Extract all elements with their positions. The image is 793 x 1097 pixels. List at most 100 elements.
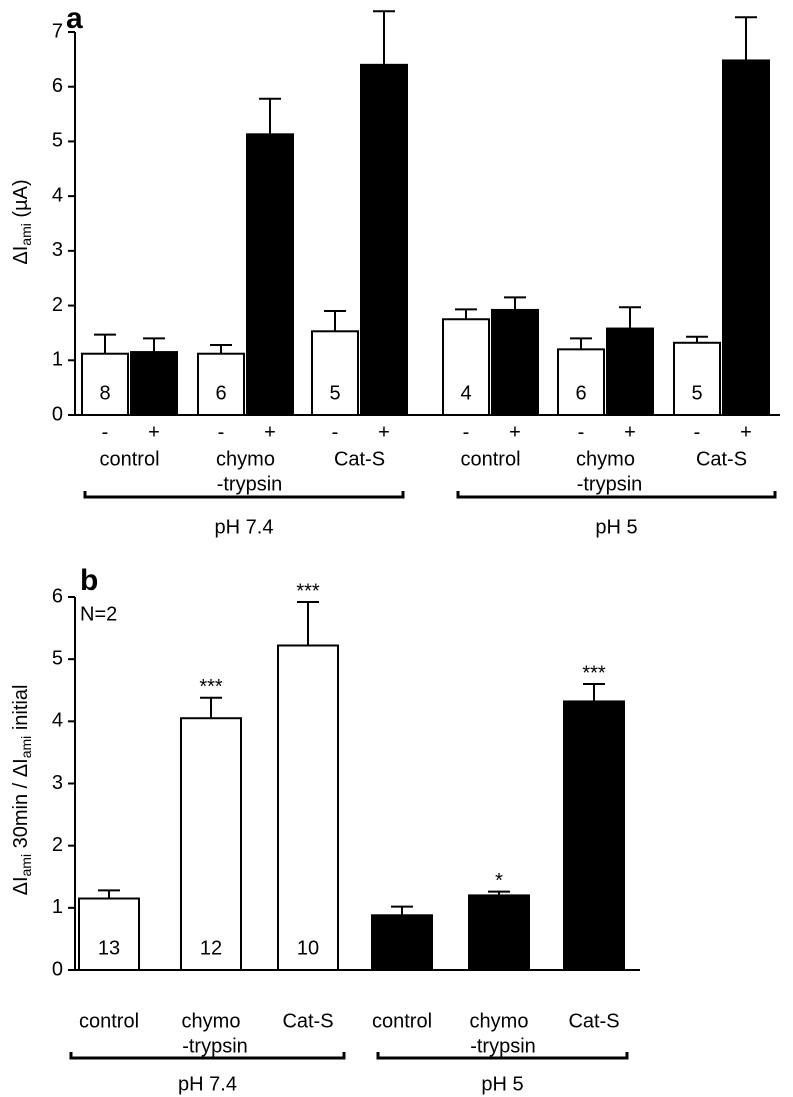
group-bracket bbox=[376, 1052, 629, 1060]
error-bar bbox=[488, 890, 510, 896]
bar bbox=[673, 341, 721, 416]
error-bar bbox=[297, 600, 319, 646]
group-bracket bbox=[69, 1052, 346, 1060]
y-tick-label: 0 bbox=[52, 403, 63, 425]
treatment-label: + bbox=[264, 421, 276, 443]
y-tick-label: 4 bbox=[52, 710, 63, 732]
group-label: pH 7.4 bbox=[215, 516, 274, 538]
y-tick-label: 5 bbox=[52, 130, 63, 152]
bar bbox=[442, 318, 490, 416]
bar bbox=[371, 914, 433, 971]
x-tick-label: -trypsin bbox=[182, 1035, 248, 1057]
bar bbox=[311, 330, 359, 416]
x-tick-label: Cat-S bbox=[334, 448, 385, 470]
x-tick-label: control bbox=[372, 1010, 432, 1032]
error-bar bbox=[455, 308, 477, 320]
error-bar bbox=[259, 97, 281, 135]
x-tick-label: -trypsin bbox=[577, 473, 643, 495]
x-tick-label: chymo bbox=[182, 1010, 241, 1032]
error-bar bbox=[391, 905, 413, 916]
y-tick-label: 2 bbox=[52, 294, 63, 316]
n-label: 13 bbox=[98, 937, 120, 959]
n-label: 6 bbox=[575, 382, 586, 404]
treatment-label: - bbox=[102, 421, 109, 443]
treatment-label: - bbox=[578, 421, 585, 443]
bar bbox=[130, 351, 178, 417]
n-label: 9 bbox=[396, 937, 407, 959]
bar bbox=[606, 327, 654, 416]
treatment-label: - bbox=[694, 421, 701, 443]
significance-label: *** bbox=[199, 676, 223, 698]
group-bracket bbox=[83, 491, 405, 499]
n-label: 11 bbox=[489, 937, 510, 959]
error-bar bbox=[570, 337, 592, 350]
bar bbox=[468, 894, 530, 972]
bar bbox=[78, 897, 140, 972]
panel-letter: a bbox=[66, 2, 83, 35]
x-tick-label: control bbox=[79, 1010, 139, 1032]
n-label: 10 bbox=[297, 937, 319, 959]
x-tick-label: chymo bbox=[470, 1010, 529, 1032]
y-tick-label: 0 bbox=[52, 958, 63, 980]
error-bar bbox=[210, 343, 232, 354]
treatment-label: + bbox=[509, 421, 521, 443]
treatment-label: - bbox=[332, 421, 339, 443]
bar bbox=[563, 700, 625, 971]
bar bbox=[180, 717, 242, 971]
y-tick-label: 6 bbox=[52, 585, 63, 607]
significance-label: *** bbox=[582, 662, 606, 684]
bar bbox=[360, 63, 408, 416]
n-label: 5 bbox=[691, 382, 702, 404]
error-bar bbox=[504, 296, 526, 310]
y-tick-label: 2 bbox=[52, 834, 63, 856]
x-tick-label: chymo bbox=[216, 448, 275, 470]
y-axis-label-part: ami bbox=[18, 223, 34, 246]
error-bar bbox=[735, 16, 757, 61]
x-tick-label: chymo bbox=[576, 448, 635, 470]
error-bar bbox=[94, 333, 116, 354]
y-axis-label-part: 30min / ΔI bbox=[10, 758, 32, 854]
x-tick-label: control bbox=[460, 448, 520, 470]
x-tick-label: -trypsin bbox=[470, 1035, 536, 1057]
group-label: pH 7.4 bbox=[178, 1073, 237, 1095]
x-tick-label: Cat-S bbox=[568, 1010, 619, 1032]
y-tick-label: 3 bbox=[52, 239, 63, 261]
error-bar bbox=[583, 683, 605, 702]
group-bracket bbox=[456, 491, 777, 499]
y-axis-label-part: ΔI bbox=[10, 876, 32, 895]
error-bar bbox=[200, 696, 222, 719]
x-tick-label: control bbox=[99, 448, 159, 470]
y-axis-label: ΔIami (µA) bbox=[10, 179, 33, 264]
treatment-label: + bbox=[378, 421, 390, 443]
n-label: 5 bbox=[329, 382, 340, 404]
y-tick-label: 7 bbox=[52, 20, 63, 42]
error-bar bbox=[373, 10, 395, 65]
bar bbox=[557, 348, 605, 417]
n-label: 6 bbox=[215, 382, 226, 404]
bar bbox=[246, 133, 294, 417]
error-bar bbox=[619, 306, 641, 329]
group-label: pH 5 bbox=[481, 1073, 523, 1095]
treatment-label: - bbox=[463, 421, 470, 443]
y-tick-label: 3 bbox=[52, 772, 63, 794]
n-label: 8 bbox=[99, 382, 110, 404]
n-label: 12 bbox=[200, 937, 222, 959]
bar bbox=[277, 644, 339, 971]
treatment-label: + bbox=[624, 421, 636, 443]
treatment-label: - bbox=[218, 421, 225, 443]
treatment-label: + bbox=[740, 421, 752, 443]
error-bar bbox=[686, 335, 708, 343]
significance-label: * bbox=[495, 870, 503, 892]
y-axis-label-part: (µA) bbox=[10, 179, 32, 223]
panel-letter: b bbox=[80, 564, 98, 597]
error-bar bbox=[143, 337, 165, 353]
y-tick-label: 5 bbox=[52, 647, 63, 669]
y-tick-label: 1 bbox=[52, 349, 63, 371]
error-bar bbox=[324, 310, 346, 332]
x-tick-label: Cat-S bbox=[696, 448, 747, 470]
y-axis-label: ΔIami 30min / ΔIami initial bbox=[10, 685, 33, 896]
group-label: pH 5 bbox=[595, 516, 637, 538]
bar bbox=[722, 59, 770, 417]
x-tick-label: Cat-S bbox=[282, 1010, 333, 1032]
